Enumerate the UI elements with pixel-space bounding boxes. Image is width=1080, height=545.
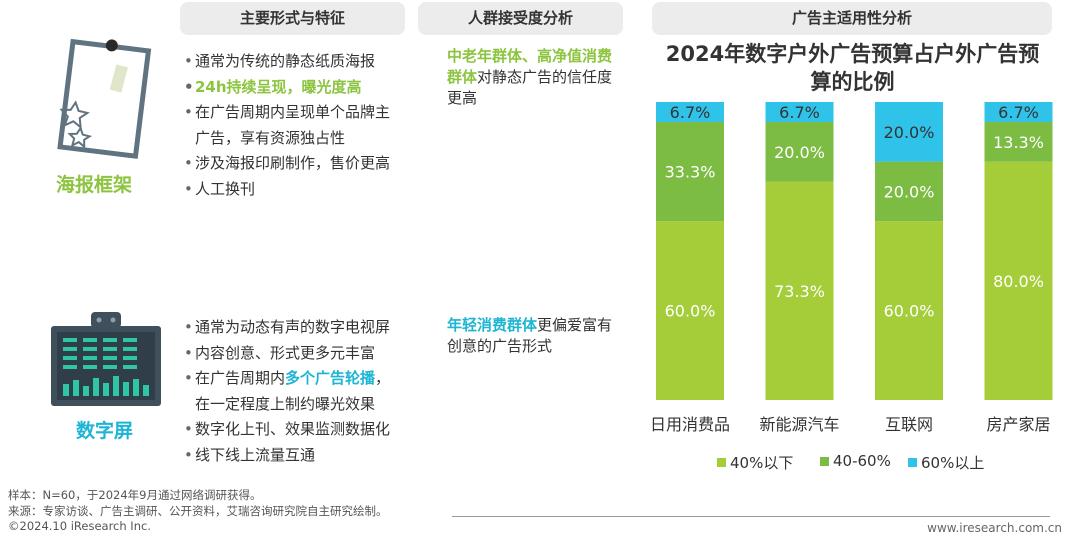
data-label: 13.3% xyxy=(993,133,1044,152)
bar-segment xyxy=(984,102,1053,122)
data-label: 6.7% xyxy=(998,103,1039,122)
stacked-bar-chart: 60.0% 33.3% 6.7% 日用消费品 73.3% 20.0% 6.7% 新能源汽车 60… xyxy=(650,102,1053,434)
bar-segment xyxy=(656,221,724,400)
copyright: ©2024.10 iResearch Inc. xyxy=(8,519,151,533)
legend-item: 40%以下 xyxy=(717,452,793,473)
highlight-text: 年轻消费群体 xyxy=(447,316,538,334)
header-fit: 广告主适用性分析 xyxy=(652,2,1052,35)
header-features: 主要形式与特征 xyxy=(180,2,405,35)
poster-audience-text: 中老年群体、高净值消费群体对静态广告的信任度更高 xyxy=(447,47,613,107)
sample-note: 样本：N=60，于2024年9月通过网络调研获得。 xyxy=(8,488,262,502)
data-label: 20.0% xyxy=(884,123,935,142)
list-item: 在广告周期内呈现单个品牌主 xyxy=(184,100,419,126)
bar-segment xyxy=(875,102,943,162)
data-label: 60.0% xyxy=(884,302,935,321)
poster-feature-list: 通常为传统的静态纸质海报 24h持续呈现，曝光度高 在广告周期内呈现单个品牌主 … xyxy=(184,49,419,202)
list-item: 数字化上刊、效果监测数据化 xyxy=(184,417,424,443)
data-label: 20.0% xyxy=(884,182,935,201)
data-label: 60.0% xyxy=(665,302,716,321)
website-link[interactable]: www.iresearch.com.cn xyxy=(927,521,1062,535)
list-item: 在广告周期内多个广告轮播， xyxy=(184,366,424,392)
list-item: 通常为动态有声的数字电视屏 xyxy=(184,315,424,341)
data-label: 20.0% xyxy=(774,143,825,162)
screen-feature-list: 通常为动态有声的数字电视屏 内容创意、形式更多元丰富 在广告周期内多个广告轮播，… xyxy=(184,315,424,468)
screen-audience-text: 年轻消费群体更偏爱富有创意的广告形式 xyxy=(447,316,613,355)
category-label: 互联网 xyxy=(885,415,933,434)
bar-segment xyxy=(875,161,943,222)
bar-segment xyxy=(765,121,834,182)
source-note: 来源：专家访谈、广告主调研、公开资料，艾瑞咨询研究院自主研究绘制。 xyxy=(8,504,388,518)
legend-item: 40-60% xyxy=(820,452,891,470)
digital-screen-icon xyxy=(49,310,163,414)
bar-segment xyxy=(656,102,724,122)
data-label: 6.7% xyxy=(779,103,820,122)
highlight-text: 多个广告轮播 xyxy=(285,369,376,387)
legend-swatch xyxy=(820,456,829,466)
list-item: 线下线上流量互通 xyxy=(184,443,424,469)
legend-swatch xyxy=(717,458,726,467)
header-audience: 人群接受度分析 xyxy=(418,2,623,35)
bar-segment xyxy=(984,121,1053,162)
data-label: 33.3% xyxy=(665,163,716,182)
list-item: 在一定程度上制约曝光效果 xyxy=(195,394,376,413)
digital-screen-label: 数字屏 xyxy=(76,420,134,442)
list-item: 24h持续呈现，曝光度高 xyxy=(184,75,419,101)
poster-frame-icon xyxy=(50,36,160,170)
list-item: 内容创意、形式更多元丰富 xyxy=(184,341,424,367)
category-label: 房产家居 xyxy=(986,415,1050,434)
legend-item: 60%以上 xyxy=(908,452,984,473)
bar-segment xyxy=(984,161,1053,400)
bar-segment xyxy=(875,221,943,400)
list-item: 通常为传统的静态纸质海报 xyxy=(184,49,419,75)
category-label: 日用消费品 xyxy=(650,415,730,434)
list-item: 涉及海报印刷制作，售价更高 xyxy=(184,151,419,177)
data-label: 6.7% xyxy=(670,103,711,122)
data-label: 80.0% xyxy=(993,272,1044,291)
bar-segment xyxy=(765,181,834,400)
chart-title: 2024年数字户外广告预算占户外广告预算的比例 xyxy=(665,42,1040,94)
bar-segment xyxy=(656,121,724,222)
list-item: 广告，享有资源独占性 xyxy=(195,128,346,147)
footer-divider xyxy=(452,516,1050,517)
highlight-text: 中老年群体、高净值消费群体 xyxy=(447,47,613,86)
bar-segment xyxy=(765,102,834,122)
legend-swatch xyxy=(908,458,917,467)
category-label: 新能源汽车 xyxy=(759,415,839,434)
poster-frame-label: 海报框架 xyxy=(56,174,133,196)
data-label: 73.3% xyxy=(774,282,825,301)
list-item: 人工换刊 xyxy=(184,177,419,203)
